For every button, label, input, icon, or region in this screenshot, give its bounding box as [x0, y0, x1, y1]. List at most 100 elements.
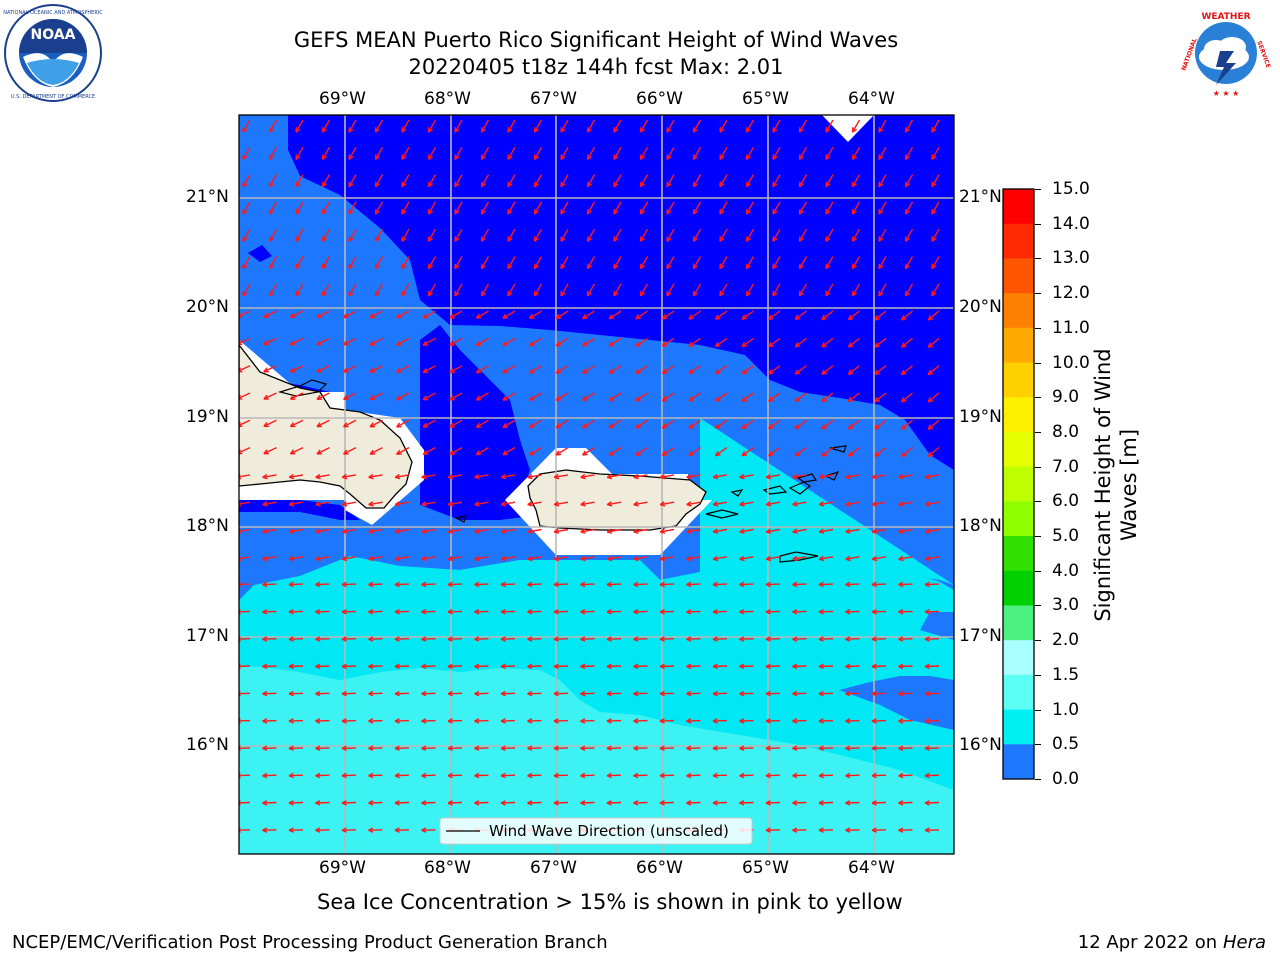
wave-arrow: [374, 256, 384, 269]
wave-arrow-head: [262, 473, 268, 480]
wave-arrow: [874, 365, 887, 375]
wave-arrow: [772, 283, 781, 297]
wave-arrow-head: [666, 263, 672, 270]
wave-arrow-head: [825, 154, 831, 160]
wave-arrow-head: [798, 181, 805, 188]
wave-arrow-head: [586, 181, 593, 188]
wave-arrow: [904, 119, 914, 133]
wave-arrow: [554, 556, 569, 560]
wave-arrow-head: [315, 555, 321, 562]
wave-arrow-head: [268, 208, 275, 215]
wave-arrow-head: [341, 690, 347, 697]
wave-arrow: [715, 419, 728, 429]
wave-arrow-head: [739, 663, 745, 670]
wave-arrow-head: [639, 154, 646, 160]
wave-arrow-head: [613, 154, 619, 160]
nws-logo-icon: WEATHER NATIONAL SERVICE ★ ★ ★: [1179, 6, 1273, 100]
wave-arrow: [719, 119, 728, 133]
puerto-rico-land: [527, 469, 707, 531]
wave-arrow: [845, 528, 860, 533]
wave-arrow: [768, 337, 781, 348]
colorbar-segment: [1003, 536, 1034, 572]
wave-arrow: [239, 556, 251, 560]
wave-arrow: [401, 146, 410, 160]
colorbar-tick-mark: [1035, 674, 1041, 676]
wave-arrow-head: [500, 636, 506, 642]
wave-arrow: [321, 119, 331, 133]
wave-arrow-head: [580, 555, 586, 562]
wave-arrow: [688, 310, 701, 320]
wave-arrow: [741, 365, 754, 375]
wave-arrow: [639, 201, 649, 215]
wave-arrow-head: [688, 396, 695, 402]
wave-arrow-head: [739, 581, 745, 588]
wave-arrow-head: [315, 800, 321, 806]
wave-arrow-head: [394, 581, 400, 588]
wave-arrow-head: [931, 127, 937, 133]
wave-arrow-head: [688, 341, 695, 348]
wave-arrow: [715, 392, 728, 402]
wave-arrow-head: [553, 581, 559, 588]
wave-arrow: [242, 201, 251, 215]
wave-arrow-head: [765, 528, 772, 534]
wave-arrow-head: [635, 341, 641, 347]
svg-text:NATIONAL OCEANIC AND ATMOSPHER: NATIONAL OCEANIC AND ATMOSPHERIC: [3, 10, 103, 16]
wave-arrow-head: [553, 555, 560, 562]
wave-arrow: [635, 337, 648, 347]
wave-arrow: [422, 310, 436, 319]
wave-arrow: [242, 228, 251, 242]
wave-arrow-head: [904, 181, 911, 188]
colorbar-tick-mark: [1035, 397, 1041, 399]
wave-arrow-head: [447, 772, 453, 779]
wave-arrow-head: [639, 263, 646, 270]
wave-arrow: [739, 501, 754, 506]
wave-arrow: [845, 556, 860, 560]
wave-arrow-head: [871, 555, 878, 562]
wave-arrow-head: [368, 473, 374, 480]
wave-arrow-head: [772, 181, 778, 188]
wave-arrow-head: [613, 208, 619, 215]
wave-arrow-head: [421, 501, 427, 507]
wave-arrow: [666, 228, 675, 242]
wave-arrow: [739, 474, 754, 479]
wave-arrow: [560, 256, 569, 269]
wave-arrow: [633, 556, 648, 560]
lon-label-top: 67°W: [530, 89, 577, 109]
wave-arrow-head: [818, 501, 825, 507]
wave-arrow-head: [931, 208, 937, 215]
wave-arrow: [263, 310, 277, 318]
wave-arrow-head: [900, 369, 907, 376]
wave-arrow-head: [633, 690, 639, 697]
wave-arrow: [290, 310, 304, 318]
wave-arrow: [931, 119, 940, 133]
wave-arrow-head: [288, 473, 295, 480]
wave-arrow: [766, 556, 781, 560]
wave-arrow-head: [421, 745, 427, 752]
wave-arrow-head: [608, 423, 615, 429]
wave-arrow: [607, 528, 622, 533]
wave-arrow: [635, 419, 648, 429]
wave-arrow-head: [533, 154, 540, 160]
wave-arrow-head: [447, 663, 453, 670]
wave-arrow: [661, 310, 675, 320]
wave-arrow-head: [686, 690, 692, 697]
wave-arrow-head: [421, 827, 427, 833]
wave-arrow: [395, 528, 410, 533]
wave-arrow-head: [560, 208, 566, 215]
wave-arrow-head: [342, 395, 349, 401]
wave-arrow: [878, 174, 887, 188]
wave-arrow: [290, 419, 304, 428]
wave-arrow: [794, 419, 807, 430]
wave-arrow-head: [904, 263, 911, 270]
wave-arrow: [374, 228, 384, 242]
wave-arrow: [766, 501, 781, 506]
wave-arrow-head: [633, 473, 639, 480]
wave-arrow-head: [396, 449, 402, 455]
wave-arrow-head: [401, 236, 407, 242]
wave-arrow-head: [475, 395, 482, 401]
wave-arrow: [582, 310, 595, 320]
wave-arrow-head: [878, 290, 884, 297]
wave-arrow: [904, 146, 914, 160]
wave-arrow-head: [712, 528, 719, 534]
wave-arrow-head: [502, 422, 508, 429]
